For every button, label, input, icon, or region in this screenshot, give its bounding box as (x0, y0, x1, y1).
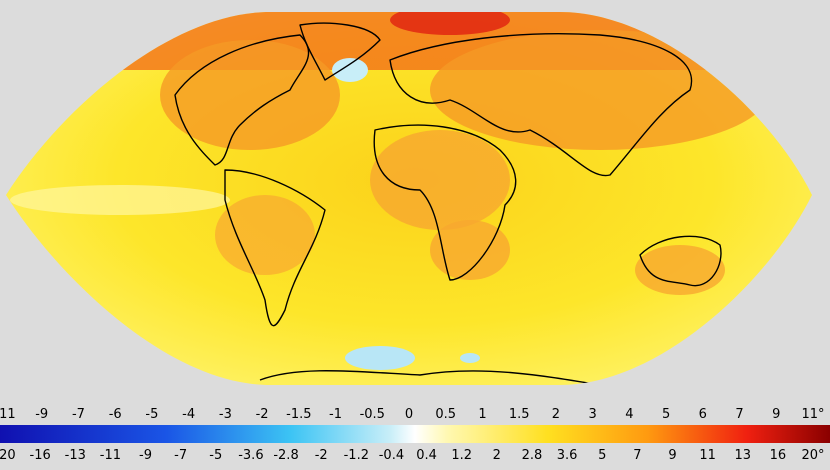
fahrenheit-label: -11 (0, 407, 16, 422)
fahrenheit-scale: -11 -9 -7 -6 -5 -4 -3 -2 -1.5 -1 -0.5 0 0.5 1 1.5 2 3 4 5 6… (0, 407, 825, 422)
celsius-label: 13 (734, 448, 751, 463)
celsius-label: -9 (139, 448, 152, 463)
fahrenheit-label: 6 (699, 407, 707, 422)
fahrenheit-label: -5 (145, 407, 158, 422)
celsius-label: 7 (633, 448, 641, 463)
fahrenheit-label: -9 (35, 407, 48, 422)
celsius-label: 0.4 (416, 448, 437, 463)
fahrenheit-label: 11° (801, 407, 824, 422)
fahrenheit-label: -0.5 (360, 407, 385, 422)
fahrenheit-label: -2 (256, 407, 269, 422)
celsius-label: -11 (100, 448, 121, 463)
celsius-label: -3.6 (238, 448, 263, 463)
fahrenheit-label: 4 (625, 407, 633, 422)
fahrenheit-label: -6 (109, 407, 122, 422)
fahrenheit-label: 9 (772, 407, 780, 422)
celsius-label: 2 (493, 448, 501, 463)
celsius-label: 2.8 (522, 448, 543, 463)
celsius-label: -16 (30, 448, 51, 463)
celsius-label: -20 (0, 448, 16, 463)
celsius-label: -1.2 (344, 448, 369, 463)
celsius-label: -7 (174, 448, 187, 463)
celsius-label: 1.2 (451, 448, 472, 463)
fahrenheit-label: -7 (72, 407, 85, 422)
fahrenheit-label: -1.5 (286, 407, 311, 422)
fahrenheit-label: 0 (405, 407, 413, 422)
celsius-label: 9 (668, 448, 676, 463)
fahrenheit-label: -4 (182, 407, 195, 422)
celsius-label: 3.6 (557, 448, 578, 463)
celsius-label: 20° (801, 448, 824, 463)
celsius-label: -5 (209, 448, 222, 463)
celsius-label: 11 (699, 448, 716, 463)
fahrenheit-label: -1 (329, 407, 342, 422)
fahrenheit-label: 0.5 (435, 407, 456, 422)
fahrenheit-label: 1.5 (509, 407, 530, 422)
fahrenheit-label: 3 (588, 407, 596, 422)
fahrenheit-label: 1 (478, 407, 486, 422)
fahrenheit-label: 5 (662, 407, 670, 422)
celsius-label: -13 (65, 448, 86, 463)
celsius-scale: -20 -16 -13 -11 -9 -7 -5 -3.6 -2.8 -2 -1.2 -0.4 0.4 1… (0, 448, 825, 463)
color-scale-bar (0, 425, 830, 443)
fahrenheit-label: 7 (735, 407, 743, 422)
celsius-label: 5 (598, 448, 606, 463)
fahrenheit-label: 2 (552, 407, 560, 422)
temperature-map (6, 12, 812, 385)
celsius-label: -2 (315, 448, 328, 463)
celsius-label: -0.4 (379, 448, 404, 463)
celsius-label: 16 (770, 448, 787, 463)
celsius-label: -2.8 (273, 448, 298, 463)
fahrenheit-label: -3 (219, 407, 232, 422)
